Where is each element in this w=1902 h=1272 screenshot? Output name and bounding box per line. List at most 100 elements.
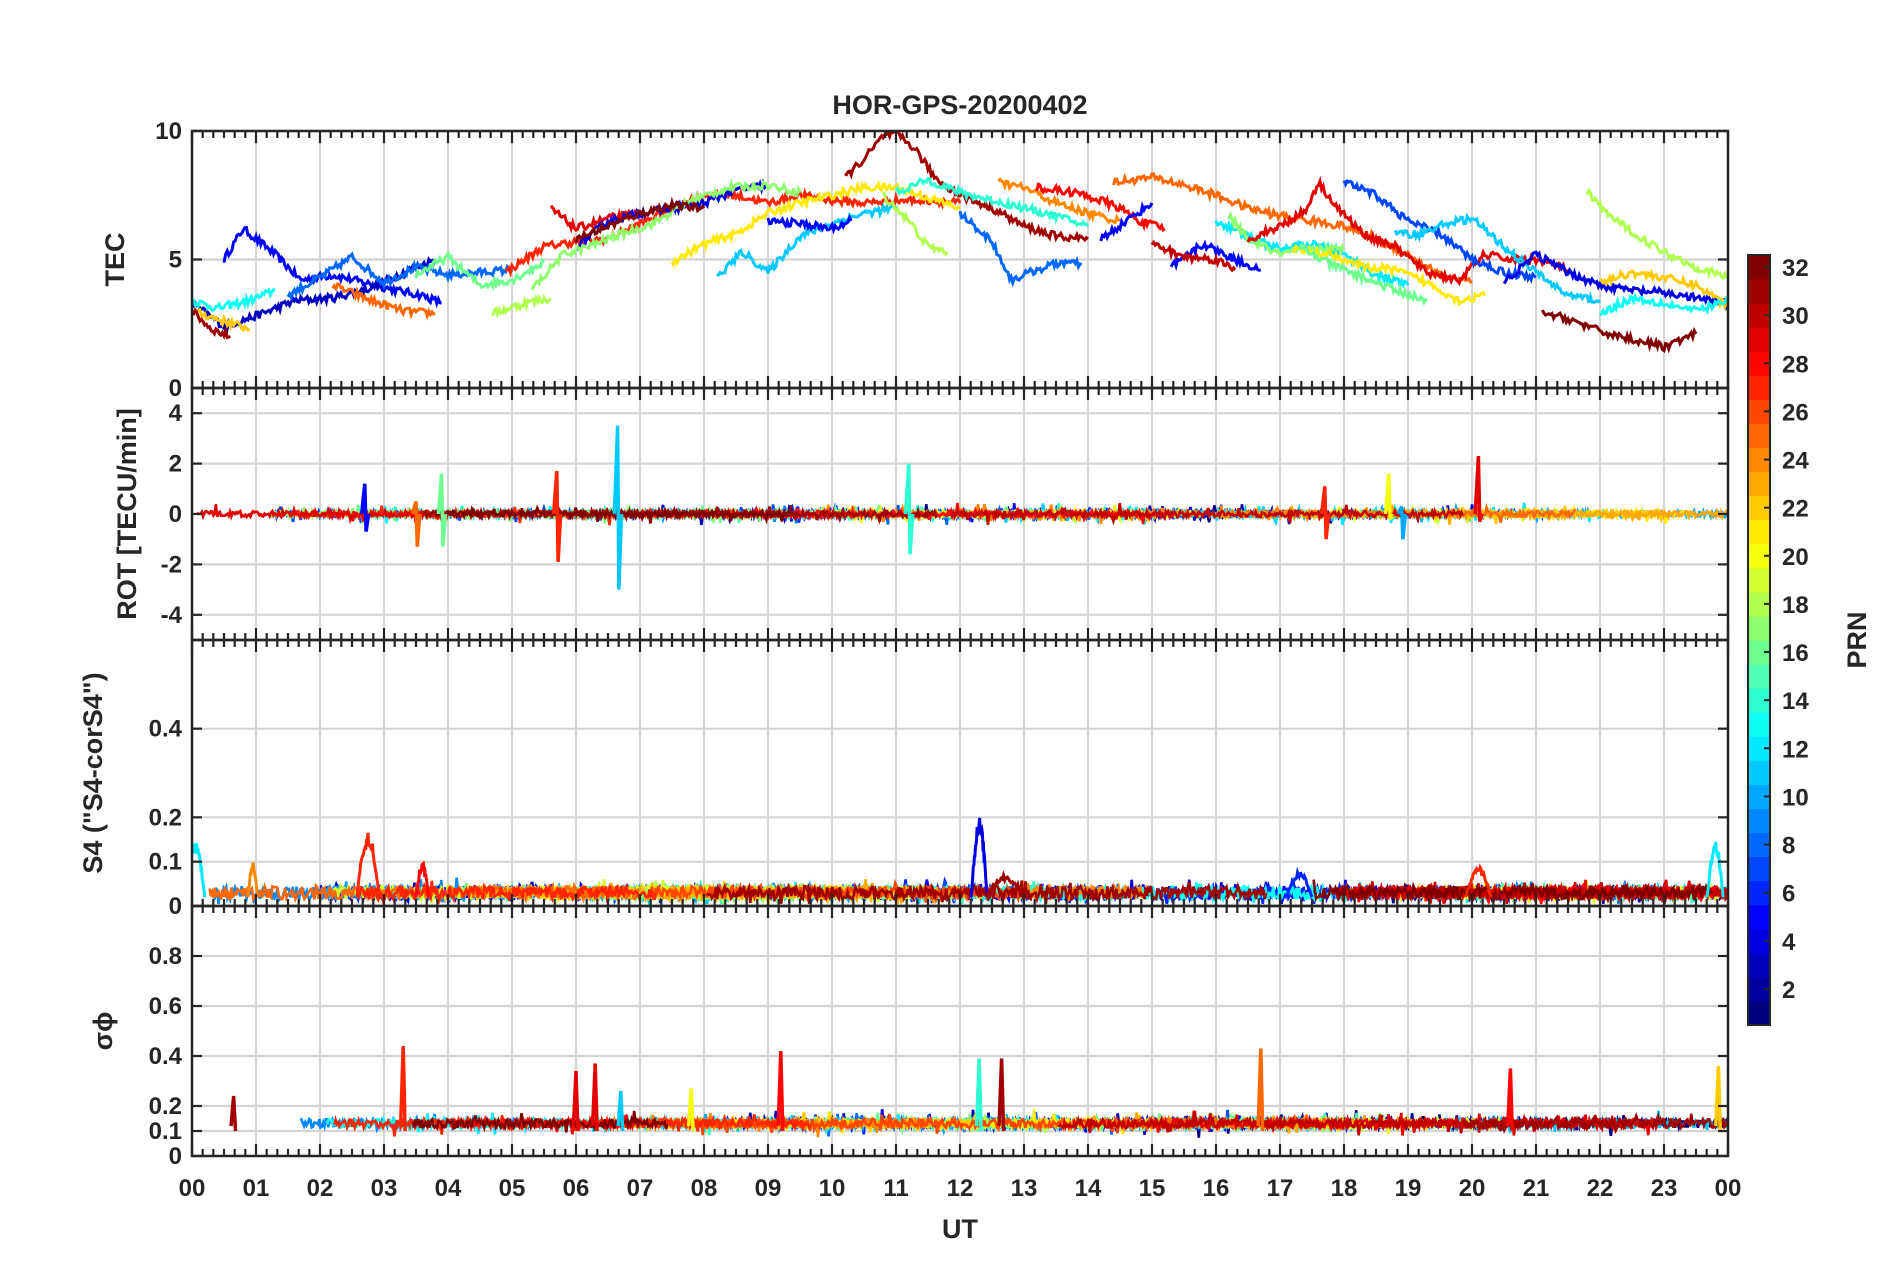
y-tick-label: 0.4 [149,1043,183,1070]
colorbar-segment [1748,519,1770,545]
s4-trace-prn-27 [357,880,658,905]
x-tick-label: 02 [307,1175,334,1202]
x-tick-label: 20 [1459,1175,1486,1202]
tec-series-prn-29-10 [550,205,641,234]
x-tick-label: 18 [1331,1175,1358,1202]
tec-series-prn-13-38 [1598,292,1728,317]
rot-spike-6 [436,473,448,547]
tec-series-prn-31-4 [192,306,231,340]
y-tick-label: 0.1 [149,1118,182,1145]
y-tick-label: -2 [161,551,182,578]
tec-series-prn-22-37 [1598,268,1728,312]
colorbar-segment [1748,664,1770,689]
rot-spike-7 [359,483,371,532]
tec-series-prn-22-3 [192,308,251,333]
colorbar-segment [1748,423,1770,448]
colorbar-segment [1748,688,1770,713]
colorbar-tick-label: 20 [1782,544,1809,571]
colorbar-tick-label: 2 [1782,977,1795,1004]
colorbar-segment [1748,1000,1770,1026]
tec-series-prn-21-14 [670,180,961,269]
tec-series-prn-13-2 [192,287,276,313]
colorbar-frame [1747,254,1771,1026]
y-tick-label: 0 [169,501,182,528]
colorbar-segment [1748,904,1770,930]
sigma_phi-trace-prn-32 [411,1110,669,1133]
x-tick-label: 03 [371,1175,398,1202]
colorbar-segment [1748,784,1770,809]
sigma_phi-spike-5 [997,1058,1006,1132]
x-ticks [190,388,1730,640]
tec-series-prn-5-16 [766,214,853,235]
s4-burst-3 [414,860,431,898]
s4-burst-0 [192,842,207,898]
colorbar-segment [1748,808,1770,833]
rot-spike-0 [612,425,624,590]
x-tick-label: 04 [435,1175,462,1202]
y-tick-label: 0.2 [149,804,182,831]
s4-burst-8 [984,870,1026,898]
x-tick-label: 05 [499,1175,526,1202]
tec-series-prn-30-26 [1150,239,1237,273]
colorbar-tick-label: 14 [1782,688,1809,715]
colorbar-tick-label: 32 [1782,255,1809,282]
x-tick-label: 00 [1715,1175,1742,1202]
tec-series-prn-16-32 [1298,242,1428,306]
tec-series-prn-7-30 [1342,178,1537,284]
colorbar-tick-label: 8 [1782,833,1795,860]
colorbar-segment [1748,327,1770,352]
s4-trace-prn-24 [1013,880,1150,903]
y-axis-title-rot: ROT [TECU/min] [112,408,142,619]
rot-spike-3 [1473,455,1484,523]
colorbar-tick-label: 10 [1782,784,1809,811]
colorbar-segment [1748,495,1770,521]
y-tick-label: 0 [169,375,182,402]
colorbar-segment [1748,399,1770,424]
rot-trace-prn-30 [950,503,1465,526]
x-tick-label: 10 [819,1175,846,1202]
s4-burst-2 [355,832,381,898]
rot-trace-prn-29 [196,503,441,525]
rot-spike-9 [1396,505,1408,540]
x-ticks [190,131,1730,388]
tec-series-prn-29-29 [1246,175,1570,287]
rot-spike-4 [1383,473,1395,520]
y-tick-label: 2 [169,451,182,478]
tec-series-prn-16-7 [414,249,546,292]
rot-spike-5 [1319,486,1331,540]
sigma_phi-spike-7 [1714,1065,1723,1132]
data-layer [192,131,1728,354]
colorbar-tick-label: 4 [1782,929,1796,956]
x-tick-label: 01 [243,1175,270,1202]
s4-burst-1 [246,862,260,898]
colorbar-segment [1748,591,1770,617]
colorbar-segment [1748,447,1770,473]
tec-series-prn-32-13 [574,196,706,243]
colorbar-tick-label: 26 [1782,399,1809,426]
sigma_phi-spike-9 [686,1088,695,1132]
rot-spike-2 [903,463,915,555]
colorbar-segment [1748,712,1770,737]
colorbar-segment [1748,303,1770,328]
sigma_phi-spike-3 [1506,1068,1515,1132]
x-tick-label: 19 [1395,1175,1422,1202]
y-axis-title-tec: TEC [100,233,130,287]
sigma_phi-spike-2 [1256,1048,1265,1132]
colorbar-tick-label: 12 [1782,736,1809,763]
sigma_phi-spike-8 [616,1090,625,1132]
x-tick-label: 21 [1523,1175,1550,1202]
panel-sigma_phi: 00.10.2 0.4 0.6 0.8 σϕ [88,904,1730,1170]
s4-burst-6 [1284,866,1314,898]
colorbar-segment [1748,880,1770,906]
sigma_phi-spike-0 [398,1045,407,1132]
x-axis-title: UT [942,1214,978,1244]
tec-series-prn-32-35 [1541,309,1698,354]
y-tick-label: 4 [169,400,183,427]
x-tick-label: 17 [1267,1175,1294,1202]
tec-series-prn-18-18 [881,191,949,257]
y-tick-label: 0 [169,893,182,920]
y-tick-label: 0 [169,1143,182,1170]
